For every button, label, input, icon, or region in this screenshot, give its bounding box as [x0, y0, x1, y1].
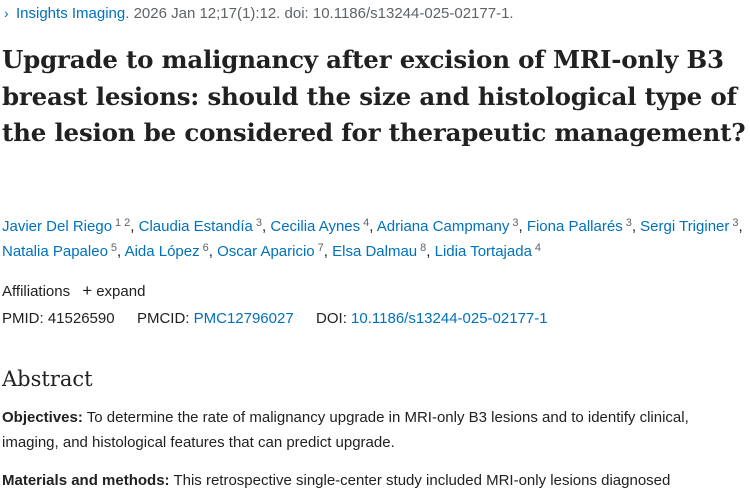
affiliation-numbers: 3 — [509, 217, 518, 229]
affiliation-numbers: 3 — [623, 217, 632, 229]
journal-link[interactable]: Insights Imaging — [16, 5, 126, 22]
methods-text: This retrospective single-center study i… — [169, 472, 671, 489]
author-name-link[interactable]: Oscar Aparicio — [217, 243, 315, 260]
affiliation-number[interactable]: 7 — [317, 242, 324, 254]
affiliation-number[interactable]: 6 — [202, 242, 209, 254]
affiliation-number[interactable]: 3 — [732, 217, 739, 229]
pmcid-label: PMCID: — [136, 310, 190, 327]
pmid-label: PMID: — [2, 310, 44, 327]
affiliation-numbers: 7 — [315, 242, 324, 254]
author: Cecilia Aynes 4 — [270, 217, 369, 236]
author: Aida López 6 — [124, 242, 209, 261]
author-name-link[interactable]: Adriana Campmany — [376, 218, 510, 235]
author-name-link[interactable]: Aida López — [124, 243, 200, 260]
affiliation-number[interactable]: 4 — [363, 217, 370, 229]
author-name-link[interactable]: Natalia Papaleo — [2, 243, 108, 260]
author: Sergi Triginer 3 — [640, 217, 738, 236]
author-list: Javier Del Riego 1 2, Claudia Estandía 3, C… — [2, 217, 743, 261]
affiliation-number[interactable]: 1 — [115, 217, 122, 229]
affiliation-number[interactable]: 4 — [534, 242, 542, 254]
objectives-text: To determine the rate of malignancy upgr… — [2, 409, 689, 451]
affiliation-numbers: 3 — [729, 217, 738, 229]
author-name-link[interactable]: Javier Del Riego — [2, 218, 113, 235]
affiliation-numbers: 4 — [360, 217, 369, 229]
doi-label: DOI: — [316, 310, 347, 327]
author: Claudia Estandía 3 — [138, 217, 262, 236]
identifiers-row: PMID: 41526590 PMCID: PMC12796027 DOI: 1… — [2, 309, 548, 329]
affiliation-number[interactable]: 8 — [420, 242, 427, 254]
citation-details: . 2026 Jan 12;17(1):12. doi: 10.1186/s13… — [125, 5, 514, 22]
author-name-link[interactable]: Lidia Tortajada — [434, 243, 532, 260]
affiliations-label: Affiliations — [2, 283, 71, 300]
chevron-right-icon: › — [4, 5, 9, 21]
abstract-methods: Materials and methods: This retrospectiv… — [2, 468, 746, 493]
author: Lidia Tortajada 4 — [434, 242, 541, 261]
affiliation-numbers: 6 — [200, 242, 209, 254]
expand-label: expand — [96, 283, 146, 300]
citation-line: › Insights Imaging. 2026 Jan 12;17(1):12.… — [4, 4, 514, 23]
affiliation-number[interactable]: 3 — [255, 217, 263, 229]
affiliation-numbers: 3 — [253, 217, 262, 229]
methods-label: Materials and methods: — [2, 472, 170, 489]
abstract-objectives: Objectives: To determine the rate of mal… — [2, 405, 746, 455]
author: Natalia Papaleo 5 — [2, 242, 117, 261]
author-name-link[interactable]: Cecilia Aynes — [270, 218, 361, 235]
author: Fiona Pallarés 3 — [526, 217, 632, 236]
pmid-value: 41526590 — [47, 310, 115, 327]
author: Elsa Dalmau 8 — [332, 242, 426, 261]
abstract-heading: Abstract — [2, 367, 93, 391]
affiliations-expand-button[interactable]: + expand — [82, 281, 146, 300]
affiliation-numbers: 4 — [532, 242, 541, 254]
pmcid-link[interactable]: PMC12796027 — [193, 310, 294, 327]
affiliation-numbers: 5 — [108, 242, 117, 254]
affiliation-number[interactable]: 2 — [124, 217, 131, 229]
author-name-link[interactable]: Elsa Dalmau — [332, 243, 418, 260]
article-title: Upgrade to malignancy after excision of … — [2, 45, 746, 147]
author: Oscar Aparicio 7 — [217, 242, 324, 261]
author: Adriana Campmany 3 — [376, 217, 519, 236]
author-name-link[interactable]: Claudia Estandía — [138, 218, 253, 235]
affiliation-number[interactable]: 3 — [625, 217, 632, 229]
objectives-label: Objectives: — [2, 409, 83, 426]
affiliation-numbers: 8 — [417, 242, 426, 254]
author-name-link[interactable]: Fiona Pallarés — [526, 218, 623, 235]
affiliation-number[interactable]: 5 — [110, 242, 118, 254]
author-name-link[interactable]: Sergi Triginer — [640, 218, 730, 235]
author: Javier Del Riego 1 2 — [2, 217, 130, 236]
affiliations-row: Affiliations + expand — [2, 281, 145, 302]
affiliation-number[interactable]: 3 — [512, 217, 519, 229]
plus-icon: + — [82, 281, 93, 300]
doi-link[interactable]: 10.1186/s13244-025-02177-1 — [351, 310, 548, 327]
